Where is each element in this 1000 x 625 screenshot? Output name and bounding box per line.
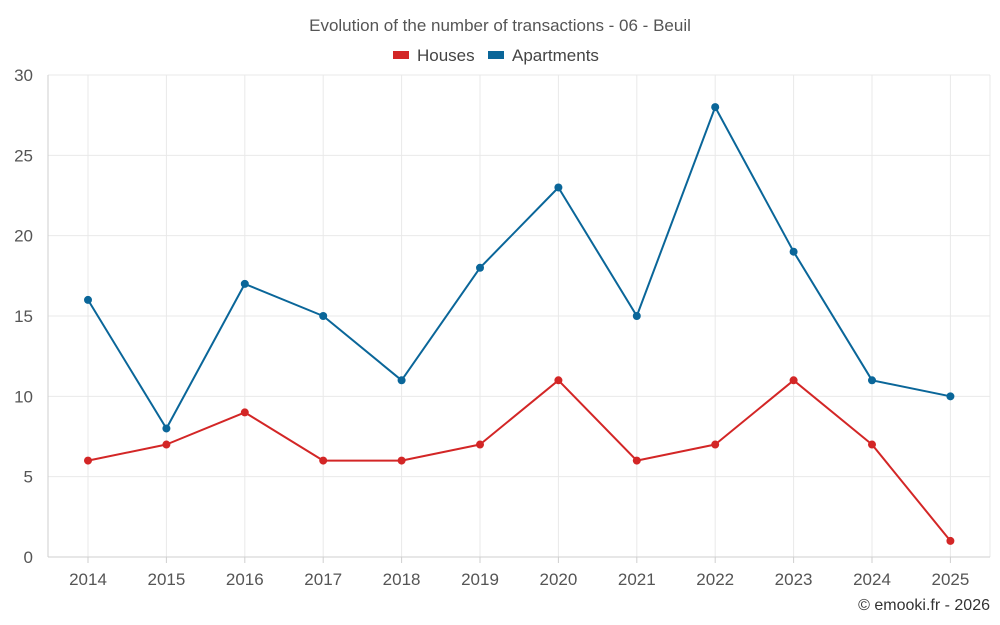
data-point-houses-2016[interactable] xyxy=(240,408,249,417)
x-tick-label-2020: 2020 xyxy=(539,570,577,589)
data-point-houses-2025[interactable] xyxy=(946,536,955,545)
x-tick-label-2022: 2022 xyxy=(696,570,734,589)
data-point-apartments-2014[interactable] xyxy=(84,295,92,304)
data-point-apartments-2022[interactable] xyxy=(711,103,720,112)
x-axis-ticks: 2014 2015 2016 2017 2018 2019 2020 2021 2022 2023… xyxy=(69,570,969,589)
data-point-apartments-2024[interactable] xyxy=(868,376,876,385)
y-tick-label-25: 25 xyxy=(14,146,33,165)
legend-swatch-apartments xyxy=(488,51,504,59)
data-point-houses-2015[interactable] xyxy=(162,440,171,449)
y-tick-label-20: 20 xyxy=(14,227,33,246)
data-point-houses-2019[interactable] xyxy=(476,440,484,449)
credit-text: © emooki.fr - 2026 xyxy=(858,597,990,614)
chart-title: Evolution of the number of transactions … xyxy=(309,16,691,35)
y-tick-label-30: 30 xyxy=(14,66,33,85)
x-tick-label-2019: 2019 xyxy=(461,570,499,589)
x-tick-label-2016: 2016 xyxy=(226,570,264,589)
legend: Houses Apartments xyxy=(393,46,599,65)
data-point-houses-2020[interactable] xyxy=(554,376,563,385)
series-line-houses xyxy=(87,379,952,542)
x-tick-label-2017: 2017 xyxy=(304,570,342,589)
y-tick-label-10: 10 xyxy=(14,387,33,406)
data-point-houses-2022[interactable] xyxy=(711,440,720,449)
legend-swatch-houses xyxy=(393,51,409,59)
y-tick-label-0: 0 xyxy=(24,548,33,567)
x-tick-label-2021: 2021 xyxy=(618,570,656,589)
data-point-apartments-2016[interactable] xyxy=(240,279,249,288)
data-point-apartments-2020[interactable] xyxy=(554,183,563,192)
data-point-houses-2014[interactable] xyxy=(84,456,92,465)
data-point-apartments-2018[interactable] xyxy=(397,376,406,385)
data-point-apartments-2015[interactable] xyxy=(162,424,171,433)
legend-label-apartments[interactable]: Apartments xyxy=(512,46,599,65)
data-point-apartments-2019[interactable] xyxy=(476,263,484,272)
axes xyxy=(47,75,990,563)
data-point-apartments-2021[interactable] xyxy=(632,312,641,320)
series-line-apartments xyxy=(87,106,951,430)
x-tick-label-2025: 2025 xyxy=(931,570,969,589)
x-tick-label-2023: 2023 xyxy=(775,570,813,589)
x-tick-label-2014: 2014 xyxy=(69,570,107,589)
data-point-houses-2023[interactable] xyxy=(789,376,798,385)
data-point-apartments-2023[interactable] xyxy=(789,247,798,256)
y-tick-label-5: 5 xyxy=(24,468,33,487)
x-tick-label-2018: 2018 xyxy=(383,570,421,589)
series-layer xyxy=(84,103,955,545)
data-point-houses-2021[interactable] xyxy=(632,456,641,465)
data-point-apartments-2025[interactable] xyxy=(946,392,955,401)
grid-lines xyxy=(48,74,991,557)
x-tick-label-2024: 2024 xyxy=(853,570,891,589)
data-point-apartments-2017[interactable] xyxy=(319,312,328,320)
data-point-houses-2024[interactable] xyxy=(868,440,876,449)
x-tick-label-2015: 2015 xyxy=(147,570,185,589)
y-axis-ticks: 0 5 10 15 20 25 30 xyxy=(14,66,33,567)
legend-label-houses[interactable]: Houses xyxy=(417,46,475,65)
data-point-houses-2018[interactable] xyxy=(397,456,406,465)
y-tick-label-15: 15 xyxy=(14,307,33,326)
data-point-houses-2017[interactable] xyxy=(319,456,328,465)
